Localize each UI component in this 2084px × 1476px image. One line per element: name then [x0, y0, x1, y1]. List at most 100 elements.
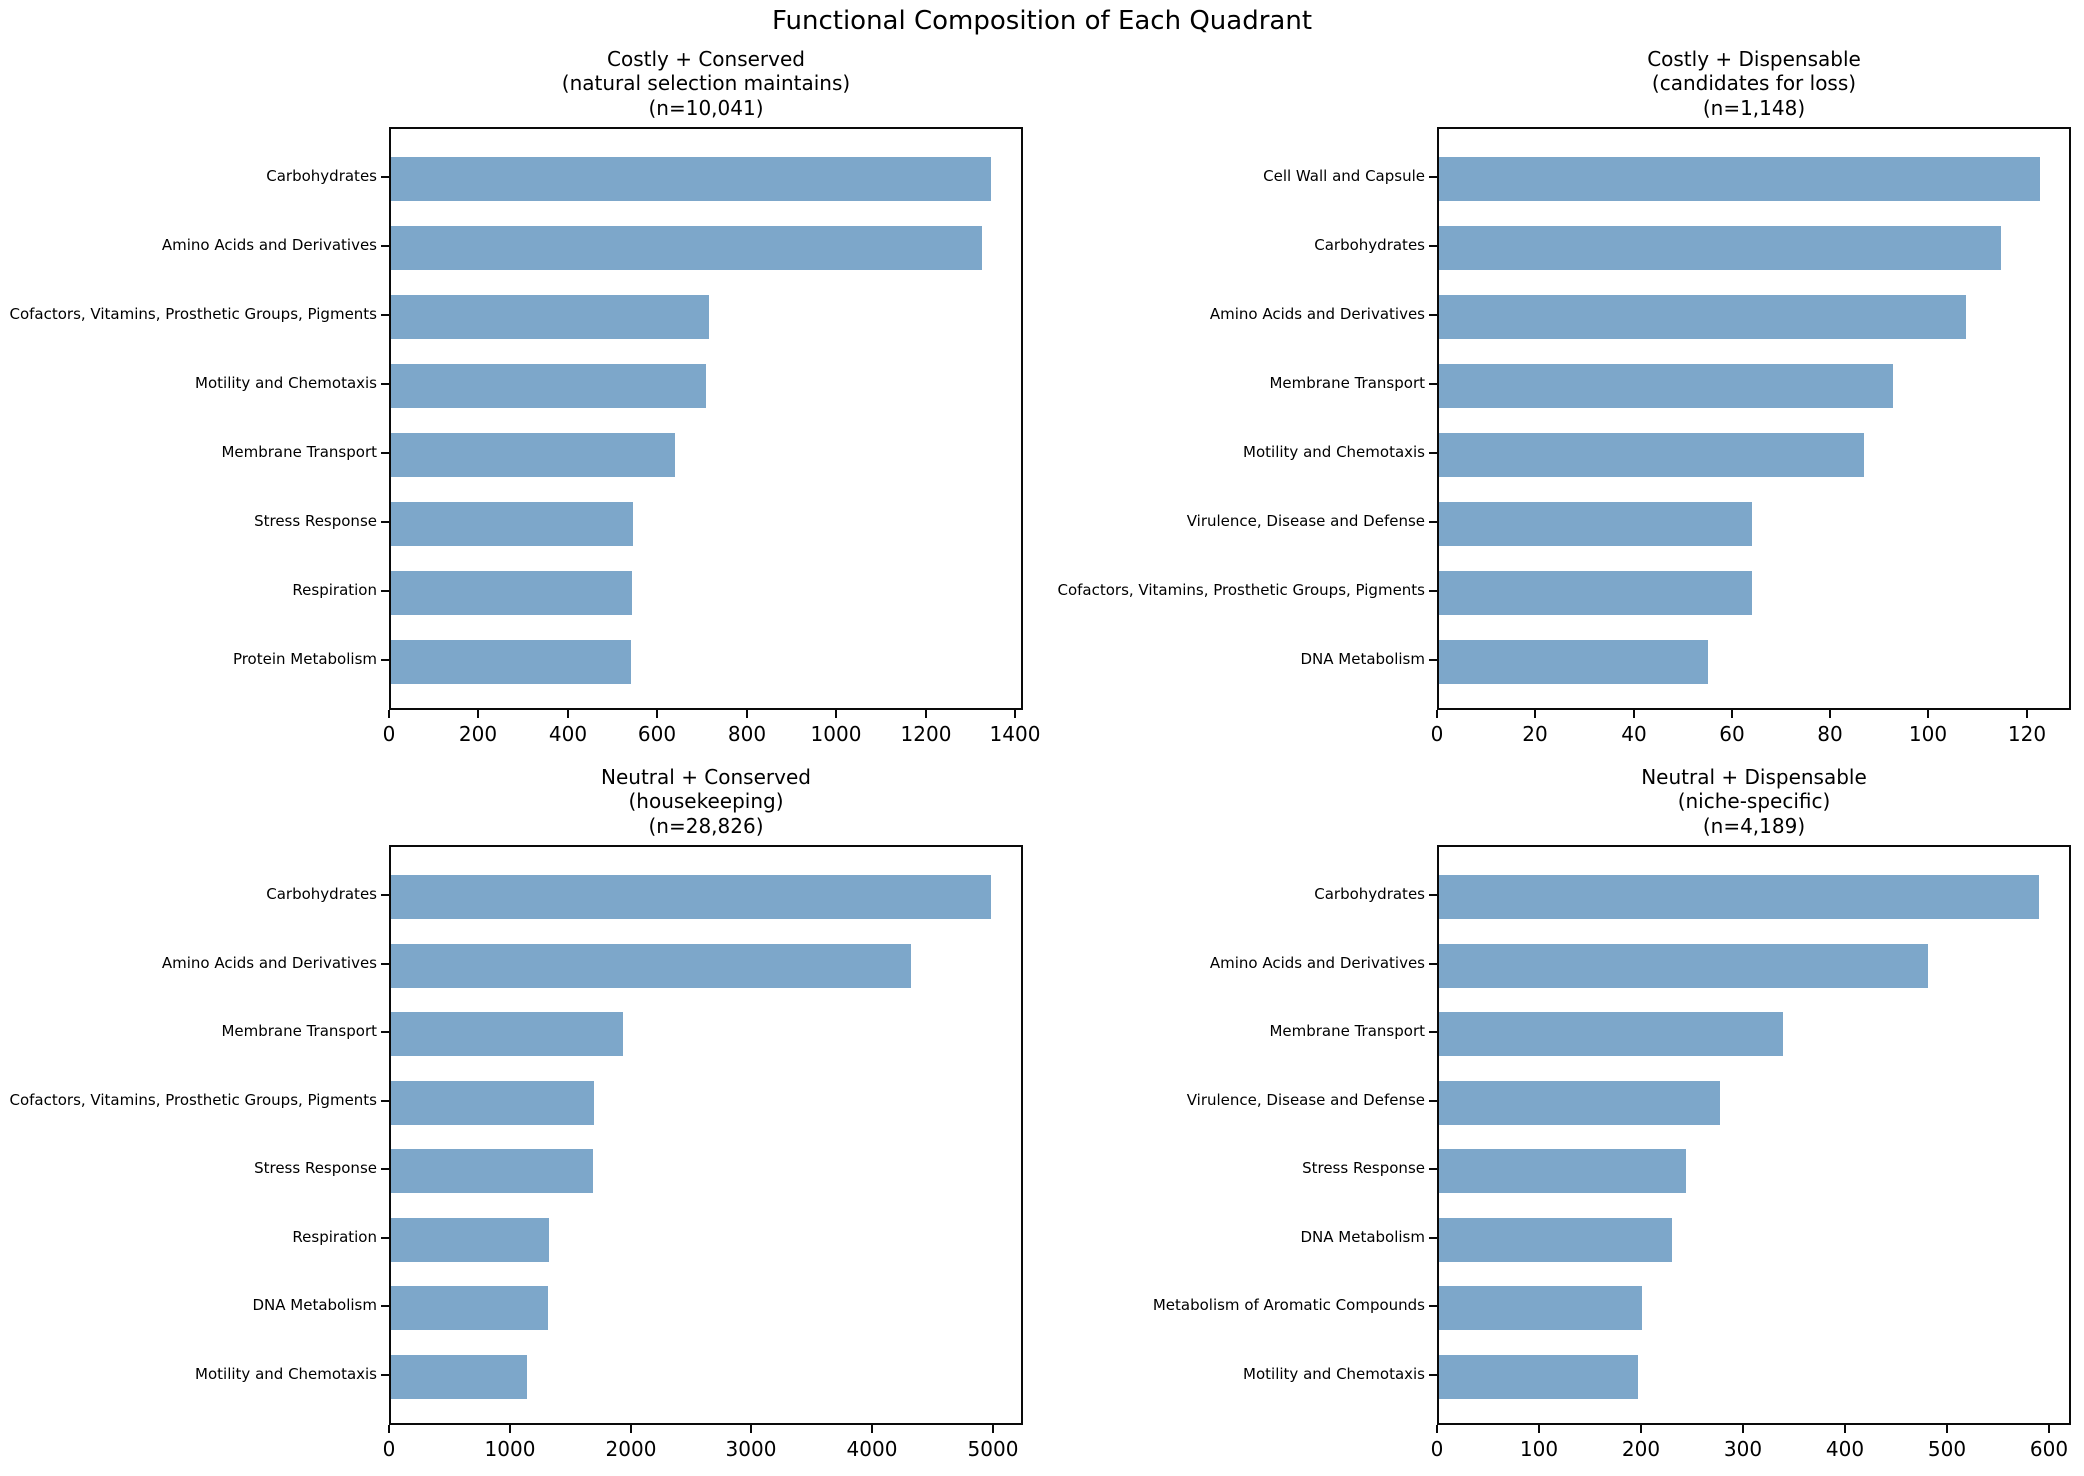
category-label: Cofactors, Vitamins, Prosthetic Groups, … [1057, 581, 1425, 599]
x-tick-label: 600 [637, 722, 677, 746]
bar-dna-metabolism [391, 1286, 548, 1330]
x-tick [477, 710, 479, 718]
category-label: Amino Acids and Derivatives [1209, 954, 1425, 972]
category-label: Motility and Chemotaxis [195, 1365, 377, 1383]
x-tick-label: 400 [1825, 1437, 1865, 1461]
y-tick [381, 1374, 389, 1376]
category-label: Amino Acids and Derivatives [161, 954, 377, 972]
y-tick [381, 176, 389, 178]
x-tick-label: 2000 [605, 1437, 657, 1461]
bar-stress-response [391, 1149, 593, 1193]
y-tick [1429, 1100, 1437, 1102]
category-label: Stress Response [1302, 1159, 1425, 1177]
x-tick [1538, 1425, 1540, 1433]
category-label: Motility and Chemotaxis [1243, 1365, 1425, 1383]
y-tick [381, 894, 389, 896]
bar-membrane-transport [391, 433, 676, 477]
axes-costly-dispensable [1437, 127, 2071, 710]
x-tick-label: 1000 [810, 722, 862, 746]
x-tick [1829, 710, 1831, 718]
x-tick [1534, 710, 1536, 718]
category-label: Membrane Transport [221, 443, 377, 461]
category-label: Cell Wall and Capsule [1263, 167, 1425, 185]
x-tick [388, 710, 390, 718]
x-tick-label: 0 [382, 722, 396, 746]
category-label: Cofactors, Vitamins, Prosthetic Groups, … [9, 1091, 377, 1109]
bar-protein-metabolism [391, 640, 631, 684]
x-tick-label: 600 [2029, 1437, 2069, 1461]
x-tick [992, 1425, 994, 1433]
figure-title: Functional Composition of Each Quadrant [771, 6, 1313, 36]
category-label: Membrane Transport [221, 1022, 377, 1040]
x-tick [1436, 1425, 1438, 1433]
x-tick-label: 40 [1621, 722, 1647, 746]
category-label: Virulence, Disease and Defense [1186, 512, 1425, 530]
category-label: Motility and Chemotaxis [195, 374, 377, 392]
category-label: Respiration [292, 581, 377, 599]
y-tick [1429, 452, 1437, 454]
bar-stress-response [1439, 1149, 1687, 1193]
bar-carbohydrates [391, 157, 991, 201]
x-tick [2048, 1425, 2050, 1433]
x-tick [1436, 710, 1438, 718]
x-tick-label: 3000 [725, 1437, 777, 1461]
y-tick [1429, 1168, 1437, 1170]
x-tick-label: 80 [1817, 722, 1843, 746]
category-label: Carbohydrates [1314, 236, 1425, 254]
x-tick-label: 60 [1719, 722, 1745, 746]
category-label: Stress Response [254, 1159, 377, 1177]
bar-amino-acids-and-derivatives [391, 226, 982, 270]
bar-dna-metabolism [1439, 640, 1708, 684]
y-tick [1429, 894, 1437, 896]
bar-motility-and-chemotaxis [391, 1355, 527, 1399]
category-label: Motility and Chemotaxis [1243, 443, 1425, 461]
bar-amino-acids-and-derivatives [1439, 944, 1929, 988]
x-tick [388, 1425, 390, 1433]
bar-amino-acids-and-derivatives [1439, 295, 1967, 339]
x-tick-label: 0 [1430, 722, 1444, 746]
x-tick-label: 400 [548, 722, 588, 746]
bar-cofactors-vitamins-prosthetic-groups-pigments [391, 1081, 594, 1125]
y-tick [381, 383, 389, 385]
x-tick [656, 710, 658, 718]
x-tick [567, 710, 569, 718]
subplot-title-neutral-conserved: Neutral + Conserved (housekeeping) (n=28… [601, 765, 811, 838]
category-label: Amino Acids and Derivatives [1209, 305, 1425, 323]
bar-amino-acids-and-derivatives [391, 944, 911, 988]
x-tick-label: 1200 [900, 722, 952, 746]
bar-virulence-disease-and-defense [1439, 502, 1752, 546]
bar-cofactors-vitamins-prosthetic-groups-pigments [1439, 571, 1752, 615]
bar-carbohydrates [1439, 226, 2001, 270]
bar-cell-wall-and-capsule [1439, 157, 2040, 201]
category-label: Stress Response [254, 512, 377, 530]
x-tick-label: 200 [1621, 1437, 1661, 1461]
y-tick [381, 963, 389, 965]
x-tick [2026, 710, 2028, 718]
y-tick [381, 1168, 389, 1170]
x-tick-label: 100 [1519, 1437, 1559, 1461]
x-tick-label: 800 [727, 722, 767, 746]
bar-motility-and-chemotaxis [1439, 433, 1864, 477]
y-tick [1429, 659, 1437, 661]
category-label: DNA Metabolism [1300, 1228, 1425, 1246]
x-tick [925, 710, 927, 718]
category-label: Respiration [292, 1228, 377, 1246]
bar-carbohydrates [1439, 875, 2039, 919]
bar-membrane-transport [1439, 1012, 1784, 1056]
x-tick [750, 1425, 752, 1433]
x-tick [1640, 1425, 1642, 1433]
y-tick [1429, 1237, 1437, 1239]
y-tick [381, 1100, 389, 1102]
category-label: Protein Metabolism [232, 650, 377, 668]
x-tick [1731, 710, 1733, 718]
x-tick-label: 0 [382, 1437, 396, 1461]
x-tick [871, 1425, 873, 1433]
y-tick [1429, 245, 1437, 247]
bar-respiration [391, 1218, 549, 1262]
axes-costly-conserved [389, 127, 1023, 710]
x-tick-label: 4000 [846, 1437, 898, 1461]
y-tick [381, 1237, 389, 1239]
x-tick [1927, 710, 1929, 718]
bar-membrane-transport [391, 1012, 623, 1056]
category-label: Virulence, Disease and Defense [1186, 1091, 1425, 1109]
